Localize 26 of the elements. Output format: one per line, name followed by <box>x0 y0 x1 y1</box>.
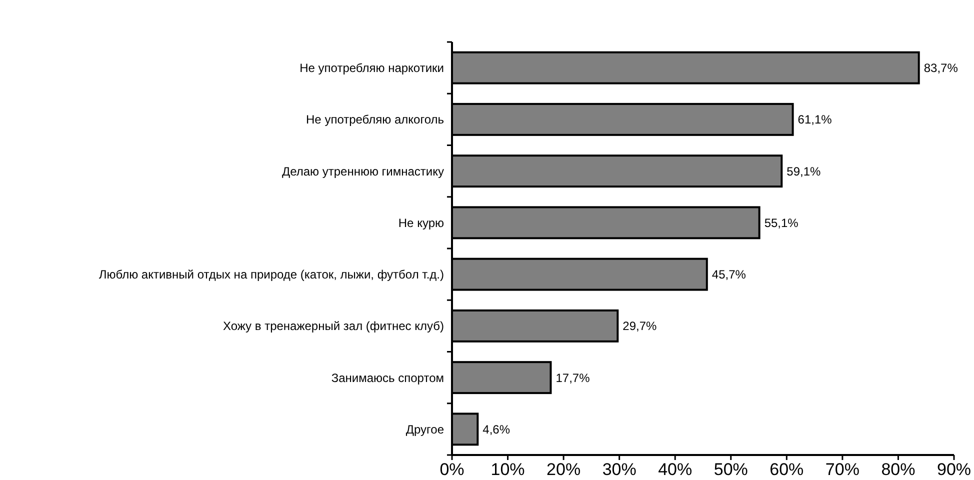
x-tick-label: 50% <box>714 460 748 479</box>
y-tick-label: Не курю <box>398 216 444 230</box>
y-tick-label: Хожу в тренажерный зал (фитнес клуб) <box>222 319 444 334</box>
x-tick-label: 80% <box>881 460 916 479</box>
x-tick-label: 60% <box>770 460 804 479</box>
data-label: 29,7% <box>622 319 658 334</box>
data-label: 59,1% <box>786 164 821 178</box>
data-label: 55,1% <box>764 216 799 230</box>
y-tick-label: Люблю активный отдых на природе (каток, лыжи, футбол т.д.) <box>98 268 444 282</box>
x-tick-label: 10% <box>490 460 525 479</box>
data-label: 4,6% <box>482 422 510 436</box>
y-tick-label: Другое <box>406 422 444 436</box>
x-tick-label: 70% <box>825 460 860 479</box>
x-tick-label: 20% <box>546 460 581 479</box>
y-tick-label: Занимаюсь спортом <box>331 370 444 385</box>
data-label: 61,1% <box>798 112 832 127</box>
x-tick-label: 40% <box>658 460 692 479</box>
x-tick-label: 0% <box>440 460 464 479</box>
y-tick-label: Делаю утреннюю гимнастику <box>282 164 444 178</box>
x-tick-label: 30% <box>602 460 636 479</box>
data-label: 83,7% <box>924 61 958 76</box>
data-label: 45,7% <box>712 268 746 282</box>
x-tick-label: 90% <box>936 460 972 479</box>
y-tick-label: Не употребляю наркотики <box>300 61 444 76</box>
data-label: 17,7% <box>556 370 590 385</box>
y-tick-label: Не употребляю алкоголь <box>306 112 444 127</box>
